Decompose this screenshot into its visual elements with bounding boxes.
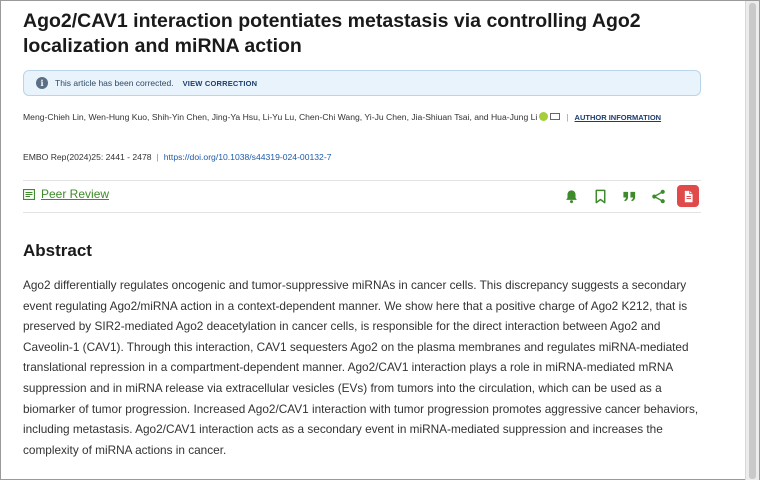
- bookmark-icon: [595, 189, 605, 203]
- abstract-text: Ago2 differentially regulates oncogenic …: [23, 278, 699, 457]
- bookmark-button[interactable]: [589, 185, 611, 207]
- author-list: Meng-Chieh Lin, Wen-Hung Kuo, Shih-Yin C…: [23, 109, 693, 126]
- document-list-icon: [23, 188, 35, 200]
- correction-notice: i This article has been corrected. VIEW …: [23, 70, 701, 96]
- journal-name: EMBO Rep: [23, 152, 67, 162]
- abstract-heading: Abstract: [23, 241, 92, 260]
- divider: [23, 212, 701, 213]
- alert-button[interactable]: [560, 185, 582, 207]
- quote-icon: [622, 191, 635, 201]
- separator: |: [156, 152, 159, 162]
- cite-button[interactable]: [618, 185, 640, 207]
- pdf-icon: [684, 190, 693, 202]
- info-icon: i: [36, 77, 48, 89]
- view-correction-link[interactable]: VIEW CORRECTION: [182, 78, 258, 88]
- article-actions: [553, 185, 699, 207]
- citation-line: EMBO Rep(2024)25: 2441 - 2478 | https://do…: [23, 152, 331, 162]
- divider: [23, 180, 701, 181]
- authors-text[interactable]: Meng-Chieh Lin, Wen-Hung Kuo, Shih-Yin C…: [23, 112, 538, 122]
- doi-link[interactable]: https://doi.org/10.1038/s44319-024-00132…: [163, 152, 332, 162]
- bell-icon: [565, 189, 577, 203]
- citation-details: (2024)25: 2441 - 2478: [66, 152, 152, 162]
- peer-review-label[interactable]: Peer Review: [41, 187, 110, 201]
- share-button[interactable]: [647, 185, 669, 207]
- peer-review-link[interactable]: Peer Review: [23, 187, 109, 201]
- separator: |: [566, 112, 569, 122]
- vertical-scrollbar[interactable]: [745, 1, 759, 480]
- orcid-icon[interactable]: [539, 112, 549, 121]
- share-icon: [651, 189, 665, 203]
- article-title: Ago2/CAV1 interaction potentiates metast…: [23, 10, 641, 57]
- pdf-button[interactable]: [677, 185, 699, 207]
- author-information-link[interactable]: AUTHOR INFORMATION: [574, 113, 662, 122]
- correction-message: This article has been corrected.: [55, 78, 174, 88]
- email-icon[interactable]: [550, 113, 561, 120]
- scrollbar-thumb[interactable]: [749, 3, 756, 479]
